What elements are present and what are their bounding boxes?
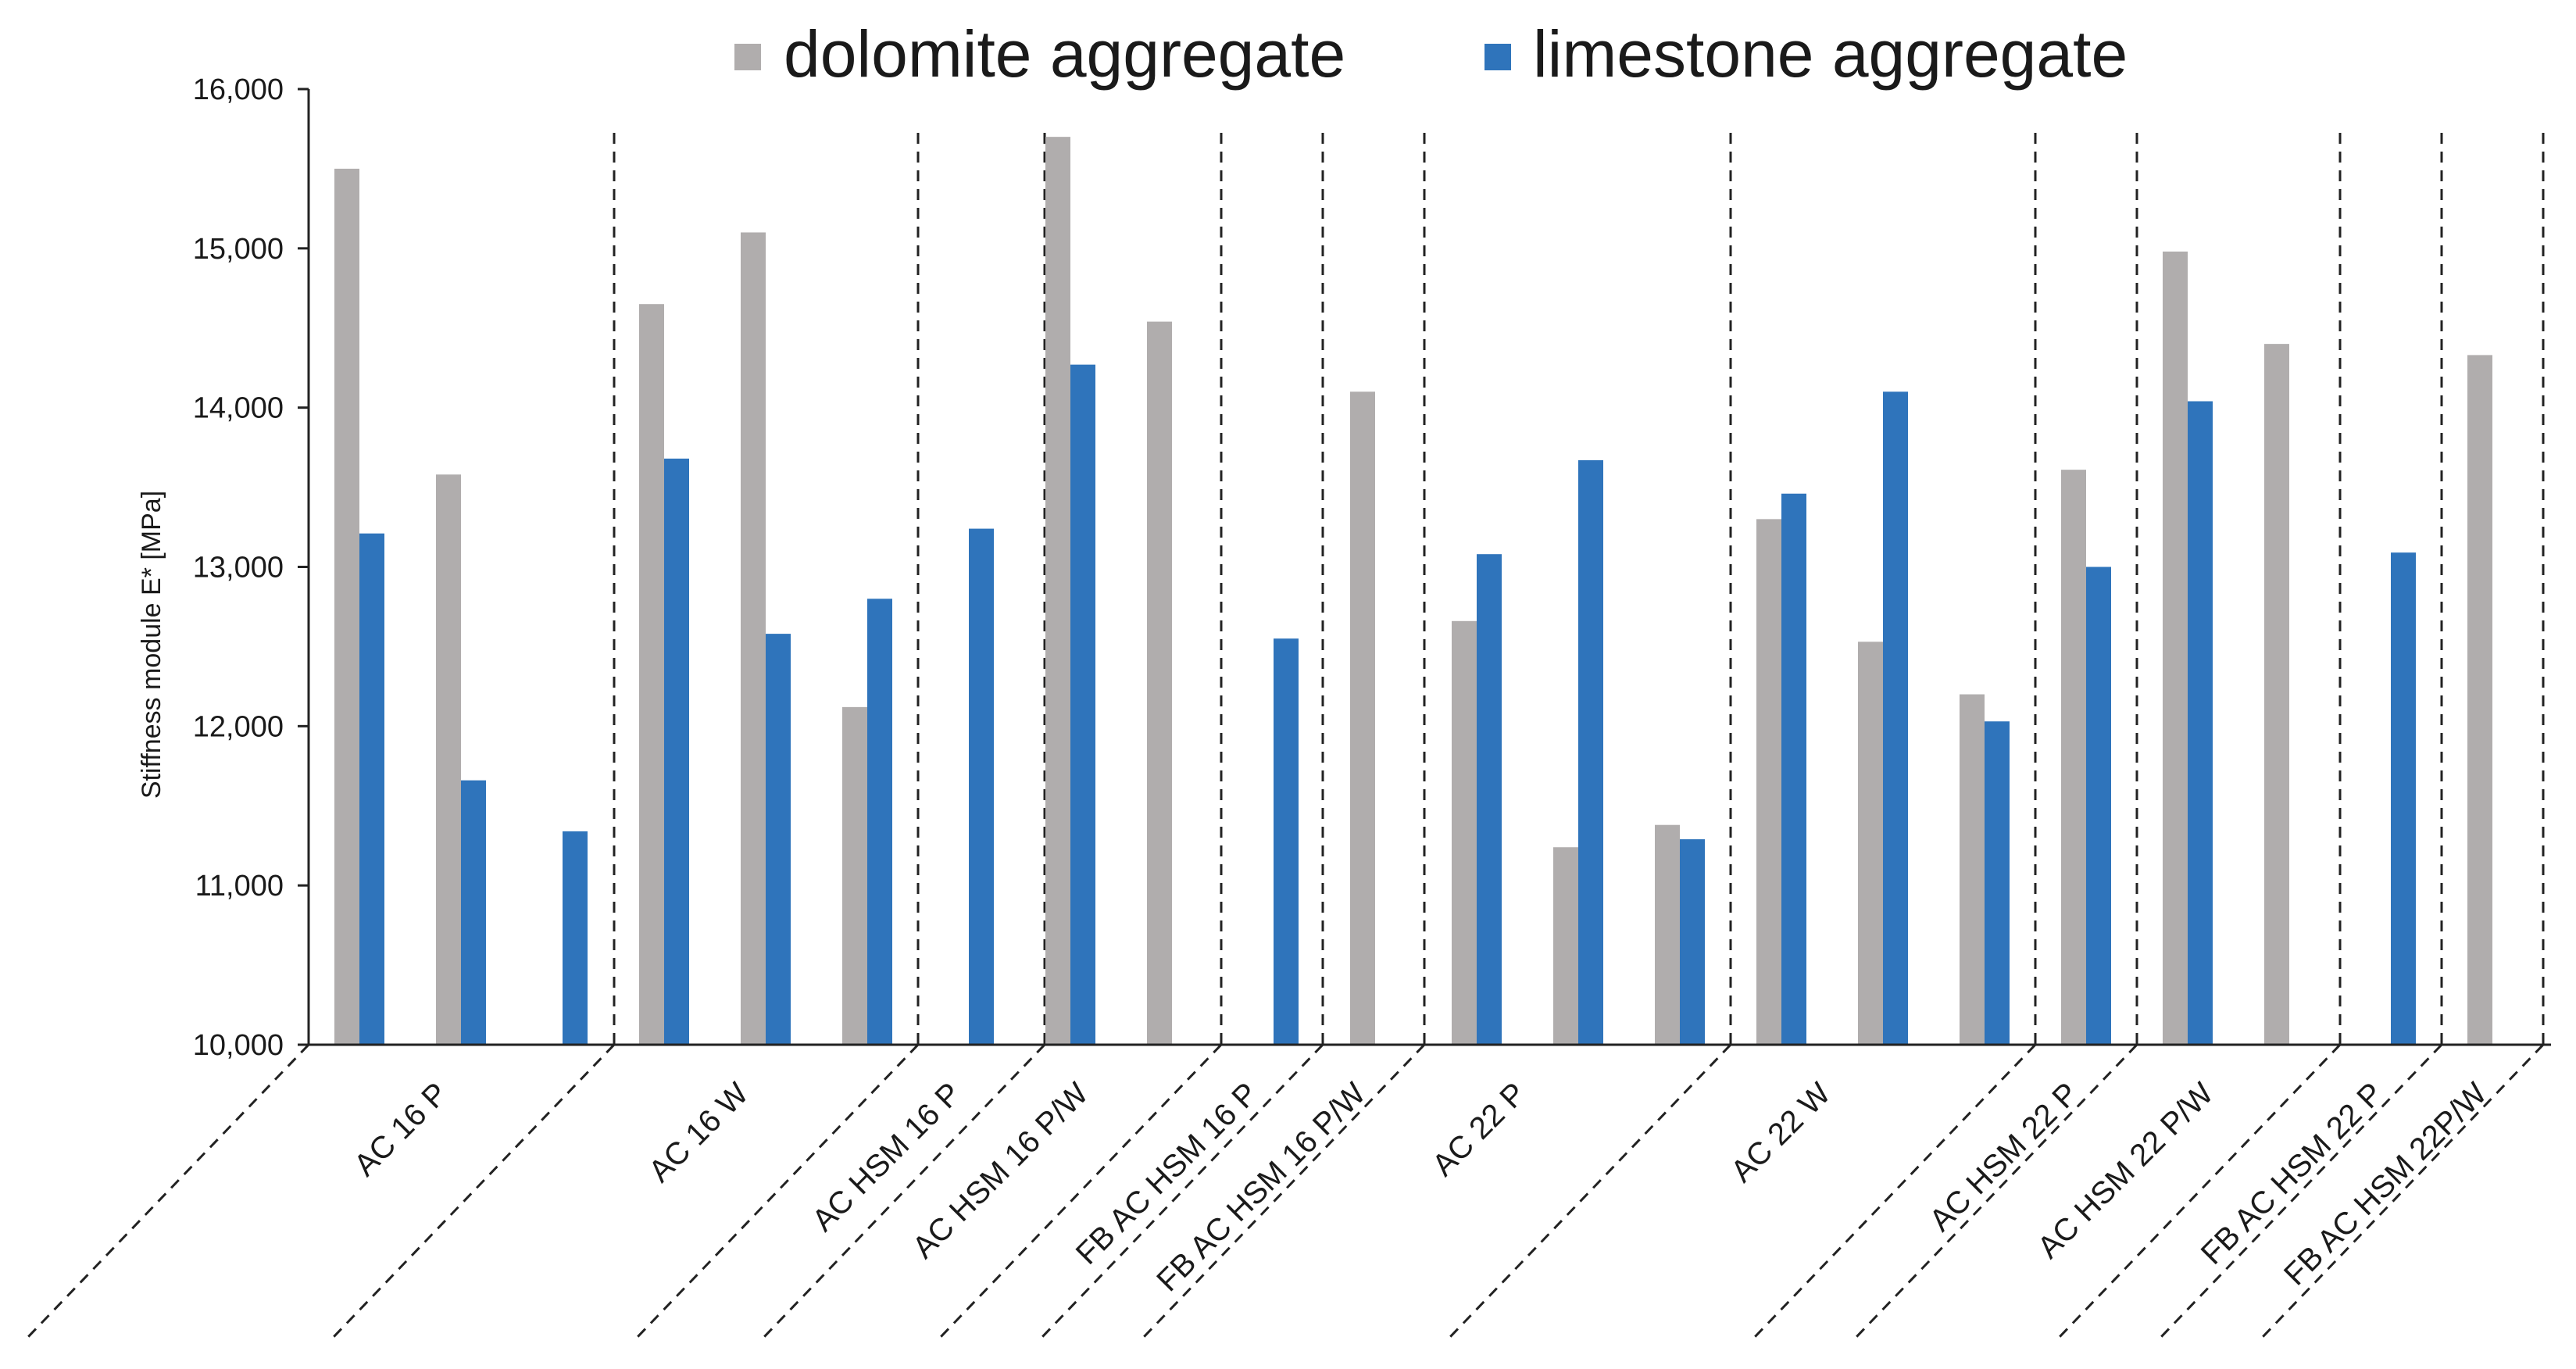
separator-diagonal — [1040, 1043, 1324, 1339]
bar-limestone-7 — [1070, 364, 1095, 1045]
bar-limestone-20 — [2391, 552, 2416, 1045]
bar-dolomite-1 — [436, 474, 461, 1045]
separator-diagonal — [635, 1043, 920, 1339]
bar-dolomite-12 — [1553, 847, 1578, 1045]
y-axis-label: Stiffness module E* [MPa] — [137, 491, 166, 799]
separator-diagonal — [938, 1043, 1223, 1339]
bar-limestone-13 — [1680, 839, 1705, 1045]
x-group-label: FB AC HSM 22P/W — [2278, 1076, 2493, 1292]
bar-limestone-18 — [2188, 401, 2213, 1045]
legend-label-limestone: limestone aggregate — [1533, 17, 2128, 91]
y-tick-label: 12,000 — [193, 710, 284, 743]
bar-dolomite-10 — [1350, 391, 1375, 1045]
x-group-label: FB AC HSM 16 P/W — [1150, 1076, 1372, 1298]
y-tick-label: 15,000 — [193, 233, 284, 266]
bar-limestone-0 — [359, 533, 384, 1045]
bar-limestone-15 — [1883, 391, 1908, 1045]
legend-swatch-limestone — [1485, 44, 1511, 70]
bar-dolomite-4 — [741, 232, 766, 1046]
y-tick-label: 13,000 — [193, 552, 284, 584]
bar-dolomite-3 — [639, 304, 664, 1045]
x-group-labels: AC 16 P AC 16 W AC HSM 16 PAC HSM 16 P/WFB… — [348, 1076, 2494, 1298]
separator-diagonal — [1142, 1043, 1426, 1339]
group-separators — [26, 133, 2545, 1339]
x-group-label: AC 16 W — [642, 1076, 755, 1188]
bar-limestone-3 — [664, 458, 689, 1045]
x-group-label: AC 22 P — [1426, 1076, 1532, 1182]
bar-dolomite-11 — [1452, 620, 1477, 1045]
bar-dolomite-18 — [2163, 251, 2188, 1045]
legend-item-limestone: limestone aggregate — [1485, 17, 2128, 91]
bar-limestone-14 — [1781, 493, 1806, 1045]
separator-diagonal — [2057, 1043, 2342, 1339]
bar-limestone-1 — [461, 780, 486, 1045]
bar-dolomite-7 — [1045, 137, 1070, 1045]
x-group-label: FB AC HSM 22 P — [2195, 1076, 2390, 1271]
separator-diagonal — [331, 1043, 616, 1339]
bar-dolomite-17 — [2061, 470, 2086, 1045]
y-tick-label: 11,000 — [195, 870, 284, 903]
bar-dolomite-16 — [1960, 694, 1985, 1045]
legend-label-dolomite: dolomite aggregate — [784, 17, 1345, 91]
bars — [334, 137, 2492, 1046]
bar-dolomite-19 — [2264, 344, 2289, 1046]
bar-limestone-2 — [563, 831, 588, 1045]
legend-item-dolomite: dolomite aggregate — [734, 17, 1345, 91]
bar-limestone-9 — [1274, 638, 1299, 1045]
y-tick-label: 14,000 — [193, 392, 284, 425]
separator-diagonal — [2260, 1043, 2545, 1339]
y-tick-label: 16,000 — [193, 73, 284, 106]
separator-diagonal — [2159, 1043, 2443, 1339]
separator-diagonal — [1448, 1043, 1732, 1339]
y-ticks: 10,000 11,000 12,000 13,000 14,000 15,000 16,0… — [193, 73, 309, 1062]
legend: dolomite aggregate limestone aggregate — [734, 17, 2128, 91]
bar-dolomite-5 — [842, 706, 867, 1045]
x-group-label: AC 16 P — [348, 1076, 454, 1182]
bar-limestone-12 — [1578, 459, 1603, 1045]
bar-limestone-11 — [1477, 554, 1502, 1045]
legend-swatch-dolomite — [734, 44, 761, 70]
separator-diagonal — [1752, 1043, 2037, 1339]
separator-diagonal — [26, 1043, 310, 1339]
bar-dolomite-0 — [334, 168, 359, 1046]
bar-dolomite-14 — [1756, 519, 1781, 1045]
x-group-label: AC 22 W — [1724, 1076, 1837, 1188]
bar-limestone-17 — [2086, 567, 2111, 1045]
bar-limestone-4 — [766, 634, 791, 1045]
bar-limestone-16 — [1985, 721, 2010, 1045]
bar-dolomite-8 — [1147, 321, 1172, 1045]
bar-dolomite-13 — [1655, 824, 1680, 1045]
bar-dolomite-15 — [1858, 642, 1883, 1045]
separator-diagonal — [1854, 1043, 2138, 1339]
separator-diagonal — [762, 1043, 1046, 1339]
y-tick-label: 10,000 — [193, 1029, 284, 1062]
bar-dolomite-21 — [2467, 355, 2492, 1045]
bar-limestone-6 — [969, 528, 994, 1045]
bar-limestone-5 — [867, 599, 892, 1045]
